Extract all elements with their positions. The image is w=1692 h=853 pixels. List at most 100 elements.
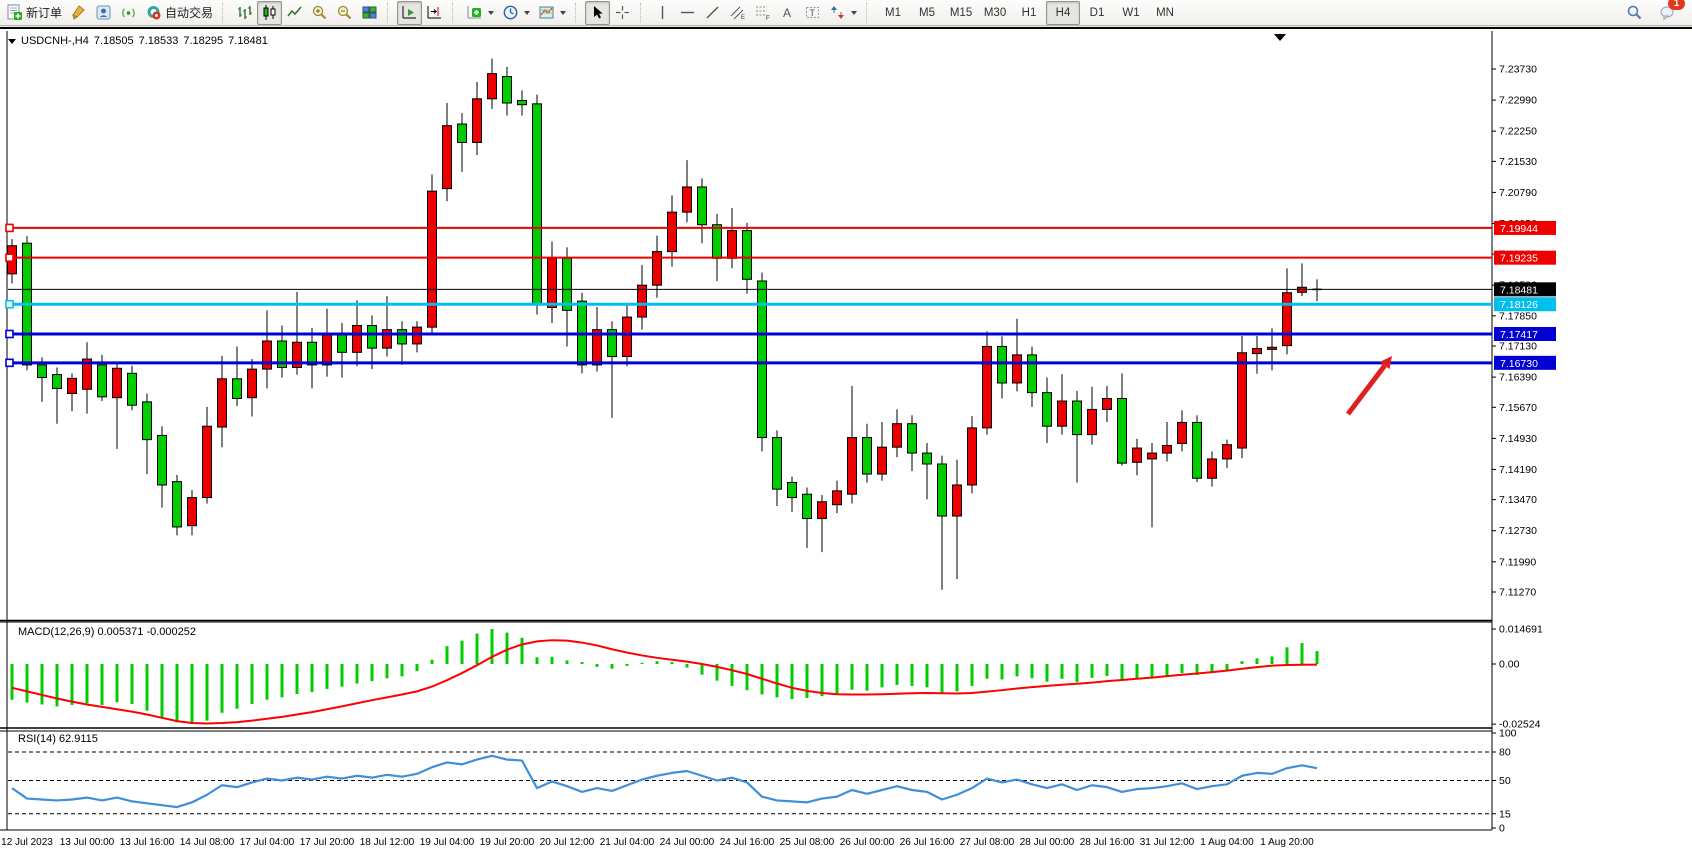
indicators-button[interactable]	[462, 1, 498, 25]
macd-pane: 0.014691 0.00 -0.02524	[10, 624, 1543, 731]
candle-body	[832, 490, 842, 506]
candle-body	[682, 186, 692, 213]
price-levels[interactable]: 7.19944 7.19235 7.18481 7.18126 7.17417 7.167…	[5, 220, 1556, 370]
cursor-button[interactable]	[585, 0, 611, 25]
x-axis-label: 14 Jul 08:00	[180, 837, 235, 848]
label-tool-button[interactable]: T	[800, 1, 825, 25]
x-axis-label: 1 Aug 04:00	[1200, 837, 1254, 848]
arrow-shapes-icon	[831, 6, 845, 19]
arrows-tool-button[interactable]	[825, 1, 861, 25]
horizontal-line-tool-button[interactable]	[675, 1, 700, 25]
zoom-in-button[interactable]	[307, 1, 332, 25]
templates-button[interactable]	[534, 1, 570, 25]
rsi-pane: 100 80 50 15 0	[8, 728, 1517, 835]
styler-button[interactable]	[66, 1, 91, 25]
candle-body	[667, 211, 677, 253]
new-order-button[interactable]: 新订单	[2, 1, 66, 25]
toolbar-separator	[452, 2, 459, 23]
candle-body	[1267, 346, 1277, 350]
line-chart-button[interactable]	[282, 1, 307, 25]
trendline-tool-button[interactable]	[700, 1, 725, 25]
text-tool-button[interactable]: A	[775, 1, 800, 25]
candle-body	[367, 324, 377, 349]
price-axis-label: 7.15670	[1499, 402, 1537, 414]
candle-body	[1102, 398, 1112, 410]
timeframe-m5-button[interactable]: M5	[919, 6, 936, 19]
vertical-line-tool-button[interactable]	[650, 1, 675, 25]
candles	[7, 58, 1322, 590]
auto-trading-button[interactable]: 自动交易	[141, 1, 217, 25]
candle-body	[547, 257, 557, 308]
trend-arrow-annotation[interactable]	[1346, 356, 1392, 416]
price-axis-label: 7.12730	[1499, 525, 1537, 537]
periods-button[interactable]	[498, 1, 534, 25]
candle-body	[787, 481, 797, 499]
candlestick-button[interactable]	[257, 0, 283, 25]
timeframe-d1-button[interactable]: D1	[1089, 6, 1105, 19]
candle-body	[562, 257, 572, 311]
x-axis-label: 18 Jul 12:00	[360, 837, 415, 848]
timeframe-w1-button[interactable]: W1	[1122, 6, 1140, 19]
crosshair-button[interactable]	[610, 1, 635, 25]
candle-body	[997, 345, 1007, 384]
price-tag-label: 7.17417	[1500, 329, 1538, 341]
toolbar-separator	[575, 2, 582, 23]
trendline-icon	[706, 6, 719, 19]
search-button[interactable]	[1622, 1, 1647, 25]
x-axis-label: 28 Jul 00:00	[1020, 837, 1075, 848]
rsi-axis-label: 50	[1499, 775, 1511, 787]
level-anchor	[5, 253, 14, 262]
profile-button[interactable]	[91, 1, 116, 25]
candle-body	[727, 230, 737, 259]
price-tag	[1494, 355, 1556, 370]
candle-body	[862, 437, 872, 475]
price-axis-label: 7.16390	[1499, 372, 1537, 384]
timeframe-h4-button[interactable]: H4	[1046, 0, 1081, 25]
candle-body	[1072, 400, 1082, 436]
svg-text:T: T	[810, 8, 816, 18]
chart-shift-button[interactable]	[422, 1, 447, 25]
candle-body	[1192, 421, 1202, 479]
chart-shift-marker[interactable]	[1274, 34, 1286, 41]
tile-windows-button[interactable]	[357, 1, 382, 25]
signals-icon	[122, 8, 135, 18]
quote-low: 7.18295	[183, 35, 224, 47]
fibonacci-icon: F	[756, 6, 770, 21]
signals-button[interactable]	[116, 1, 141, 25]
auto-scroll-icon	[402, 6, 417, 19]
candle-body	[712, 224, 722, 259]
timeframe-mn-button[interactable]: MN	[1156, 6, 1174, 19]
candle-body	[1237, 352, 1247, 449]
price-tag-label: 7.18481	[1500, 284, 1538, 296]
candle-body	[1282, 292, 1292, 347]
channel-tool-button[interactable]: E	[725, 1, 750, 25]
timeframe-m30-button[interactable]: M30	[983, 6, 1007, 19]
macd-signal-line	[11, 639, 1318, 725]
x-axis-label: 13 Jul 16:00	[120, 837, 175, 848]
candle-body	[82, 358, 92, 390]
horizontal-line-icon	[681, 11, 695, 14]
candle-body	[922, 452, 932, 465]
x-axis-label: 31 Jul 12:00	[1140, 837, 1195, 848]
candle-body	[1177, 421, 1187, 444]
timeframe-m1-button[interactable]: M1	[885, 6, 902, 19]
ohlc-expand-icon[interactable]	[8, 38, 16, 44]
chat-button[interactable]: 1	[1655, 0, 1685, 25]
candle-body	[982, 345, 992, 429]
time-axis[interactable]: 12 Jul 2023 13 Jul 00:00 13 Jul 16:00 14 Ju…	[1, 837, 1314, 848]
price-axis-label: 7.11270	[1499, 587, 1536, 599]
candle-body	[262, 340, 272, 370]
candle-body	[1132, 447, 1142, 463]
auto-scroll-button[interactable]	[397, 0, 423, 25]
macd-name: MACD(12,26,9)	[18, 626, 95, 638]
price-chart-canvas[interactable]: 7.237307.229907.222507.215307.207907.200…	[0, 31, 1692, 853]
bar-chart-button[interactable]	[232, 1, 257, 25]
macd-signal-value: -0.000252	[146, 626, 196, 638]
fibonacci-tool-button[interactable]: F	[750, 1, 775, 25]
timeframe-m15-button[interactable]: M15	[949, 6, 973, 19]
timeframe-h1-button[interactable]: H1	[1021, 6, 1037, 19]
zoom-out-button[interactable]	[332, 1, 357, 25]
candle-body	[472, 98, 482, 143]
periods-dropdown-arrow	[524, 10, 531, 15]
